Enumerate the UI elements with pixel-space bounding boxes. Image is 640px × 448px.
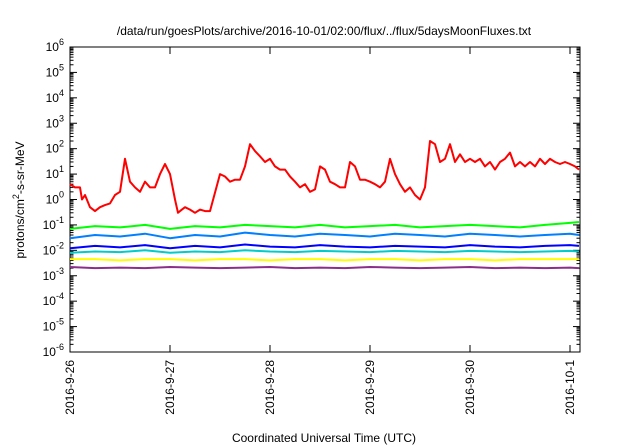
plot-border — [69, 46, 581, 353]
series-line-1 — [69, 140, 580, 214]
plot-frame — [69, 46, 581, 353]
series-line-5 — [69, 249, 580, 254]
y-axis-label: protons/cm2-s-sr-MeV — [11, 141, 27, 258]
y-tick-label: 10-3 — [43, 266, 64, 283]
y-tick-label: 106 — [46, 37, 64, 54]
x-tick-label: 2016-9-26 — [63, 360, 77, 415]
x-axis-label: Coordinated Universal Time (UTC) — [232, 431, 416, 445]
x-tick-label: 2016-9-29 — [363, 360, 377, 415]
y-tick-label: 10-5 — [43, 317, 64, 334]
x-axis: 2016-9-26 2016-9-27 2016-9-28 2016-9-29 2016… — [63, 47, 577, 415]
y-tick-label: 10-4 — [43, 291, 64, 308]
series-line-2 — [69, 221, 580, 230]
series-line-4 — [69, 243, 580, 250]
y-tick-label: 100 — [46, 190, 64, 207]
series-layer — [69, 140, 580, 270]
y-tick-label: 10-1 — [43, 215, 64, 232]
x-tick-label: 2016-10-1 — [563, 360, 577, 415]
series-line-6 — [70, 258, 579, 262]
series-line-3 — [69, 231, 580, 240]
x-tick-label: 2016-9-30 — [463, 360, 477, 415]
y-axis: 10-6 10-5 10-4 10-3 10-2 10-1 100 101 102 103 104 1… — [43, 37, 580, 359]
y-tick-label: 103 — [46, 113, 64, 130]
y-tick-label: 104 — [46, 88, 64, 105]
y-tick-label: 105 — [46, 62, 64, 79]
y-tick-label: 101 — [46, 164, 64, 181]
y-tick-label: 10-6 — [43, 342, 64, 359]
series-line-7 — [69, 266, 580, 270]
x-tick-label: 2016-9-28 — [263, 360, 277, 415]
x-tick-label: 2016-9-27 — [163, 360, 177, 415]
y-tick-label: 10-2 — [43, 240, 64, 257]
chart-title: /data/run/goesPlots/archive/2016-10-01/0… — [117, 24, 532, 38]
y-tick-label: 102 — [46, 139, 64, 156]
